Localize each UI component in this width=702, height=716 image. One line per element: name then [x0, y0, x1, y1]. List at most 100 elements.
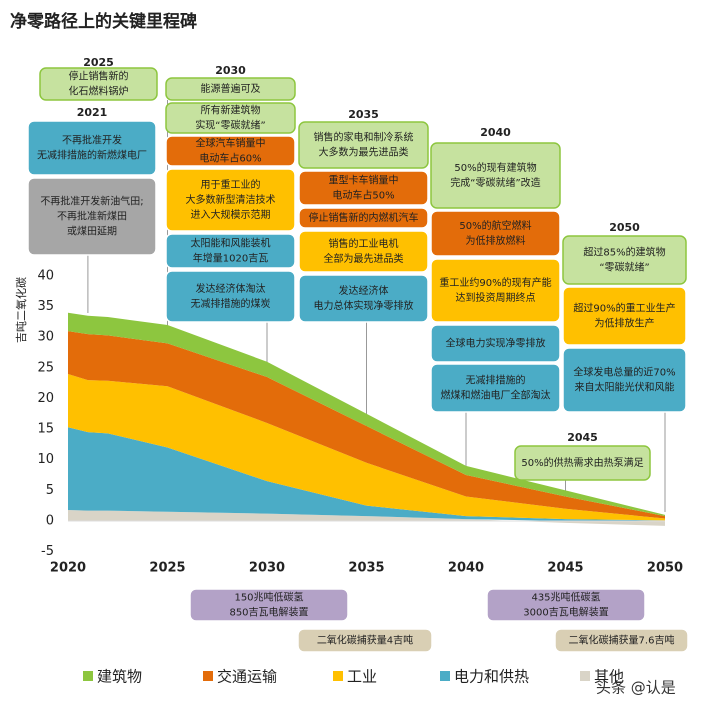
box-text: 化石燃料锅炉 — [69, 85, 129, 98]
milestone-box — [554, 628, 689, 653]
x-tick-label: 2045 — [547, 561, 583, 576]
box-text: 重工业约90%的现有产能 — [439, 276, 551, 289]
milestone-box — [298, 274, 429, 323]
box-text: 为低排放燃料 — [466, 234, 526, 247]
box-text: 不再批准开发 — [62, 134, 122, 147]
milestone-box — [430, 324, 561, 363]
milestone-box — [298, 207, 429, 229]
box-text: 大多数新型清洁技术 — [186, 193, 276, 206]
milestone-box — [165, 233, 296, 269]
milestone-box — [165, 270, 296, 323]
box-text: 停止销售新的 — [69, 70, 129, 83]
box-text: 3000吉瓦电解装置 — [523, 606, 608, 619]
x-tick-label: 2050 — [647, 561, 683, 576]
milestone-box — [27, 177, 157, 256]
box-text: 所有新建筑物 — [201, 104, 261, 117]
box-text: 大多数为最先进品类 — [319, 146, 409, 159]
milestone-box — [430, 142, 561, 209]
y-tick-label: 5 — [46, 483, 54, 498]
milestone-year: 2035 — [348, 108, 379, 121]
y-tick-label: 10 — [37, 452, 54, 467]
box-text: 电动车占50% — [332, 189, 394, 202]
box-text: 能源普遍可及 — [201, 82, 261, 95]
milestone-box — [298, 230, 429, 273]
box-text: 二氧化碳捕获量4吉吨 — [317, 634, 413, 647]
x-tick-label: 2020 — [50, 561, 86, 576]
milestone-box — [27, 120, 157, 176]
milestone-box — [486, 588, 646, 622]
milestone-box — [430, 210, 561, 257]
legend-label: 其他 — [594, 668, 624, 686]
legend-label: 建筑物 — [97, 668, 142, 686]
milestone-box — [298, 121, 429, 169]
area — [68, 331, 665, 519]
legend-swatch — [333, 671, 343, 681]
milestone-year: 2025 — [83, 56, 114, 69]
milestone-box — [562, 347, 687, 413]
milestone-year: 2021 — [77, 106, 108, 119]
y-axis-label: 吉吨二氧化碳 — [14, 277, 28, 343]
box-text: 为低排放生产 — [595, 317, 655, 330]
box-text: 435兆吨低碳氢 — [531, 591, 600, 604]
y-tick-label: 20 — [37, 391, 54, 406]
box-text: 来自太阳能光伏和风能 — [575, 381, 675, 394]
milestone-year: 2030 — [215, 64, 246, 77]
box-text: 无减排措施的煤炭 — [191, 297, 271, 310]
chart-title: 净零路径上的关键里程碑 — [10, 11, 197, 32]
milestone-box — [562, 235, 687, 285]
milestone-year: 2050 — [609, 221, 640, 234]
box-text: 不再批准开发新油气田; — [40, 195, 143, 208]
box-text: 无减排措施的新燃煤电厂 — [37, 149, 147, 162]
legend-label: 电力和供热 — [454, 668, 529, 686]
box-text: 销售的家电和制冷系统 — [314, 131, 414, 144]
box-text: 销售的工业电机 — [329, 237, 399, 250]
x-tick-label: 2035 — [348, 561, 384, 576]
box-text: 电动车占60% — [199, 152, 261, 165]
x-tick-label: 2025 — [149, 561, 185, 576]
box-text: 发达经济体淘汰 — [196, 282, 266, 295]
area — [68, 427, 665, 521]
box-text: 停止销售新的内燃机汽车 — [309, 211, 419, 224]
box-text: 完成“零碳就绪”改造 — [450, 176, 540, 189]
y-tick-label: -5 — [41, 544, 54, 559]
milestone-box — [165, 135, 296, 167]
watermark: 头条 @认是 — [596, 679, 676, 697]
box-text: 850吉瓦电解装置 — [229, 606, 308, 619]
box-text: 无减排措施的 — [466, 374, 526, 387]
legend-swatch — [440, 671, 450, 681]
y-tick-label: 30 — [37, 330, 54, 345]
y-tick-label: 25 — [37, 360, 54, 375]
box-text: 50%的供热需求由热泵满足 — [521, 456, 643, 469]
legend-label: 交通运输 — [217, 668, 277, 686]
box-text: 电力总体实现净零排放 — [314, 299, 414, 312]
milestone-box — [189, 588, 349, 622]
box-text: 超过85%的建筑物 — [583, 246, 665, 259]
milestone-box — [298, 170, 429, 206]
box-text: 燃煤和燃油电厂全部淘汰 — [441, 389, 551, 402]
box-text: 年增量1020吉瓦 — [193, 252, 268, 265]
area — [68, 373, 665, 521]
milestone-box — [430, 258, 561, 323]
milestone-box — [430, 363, 561, 413]
box-text: 不再批准新煤田 — [57, 210, 127, 223]
legend-swatch — [580, 671, 590, 681]
box-text: 或煤田延期 — [67, 225, 117, 238]
box-text: 进入大规模示范期 — [191, 208, 271, 221]
box-text: 实现“零碳就绪” — [195, 119, 265, 132]
y-tick-label: 40 — [37, 269, 54, 284]
y-tick-label: 15 — [37, 422, 54, 437]
milestone-box — [297, 628, 433, 653]
milestone-box — [514, 445, 651, 481]
box-text: 全球电力实现净零排放 — [446, 337, 546, 350]
box-text: 超过90%的重工业生产 — [573, 302, 675, 315]
legend-swatch — [83, 671, 93, 681]
box-text: 50%的现有建筑物 — [454, 161, 536, 174]
box-text: 50%的航空燃料 — [459, 219, 531, 232]
box-text: 达到投资周期终点 — [456, 291, 536, 304]
legend-swatch — [203, 671, 213, 681]
milestone-box — [165, 168, 296, 232]
box-text: 太阳能和风能装机 — [191, 237, 271, 250]
milestone-box — [562, 286, 687, 346]
x-tick-label: 2040 — [448, 561, 484, 576]
box-text: “零碳就绪” — [599, 261, 649, 274]
